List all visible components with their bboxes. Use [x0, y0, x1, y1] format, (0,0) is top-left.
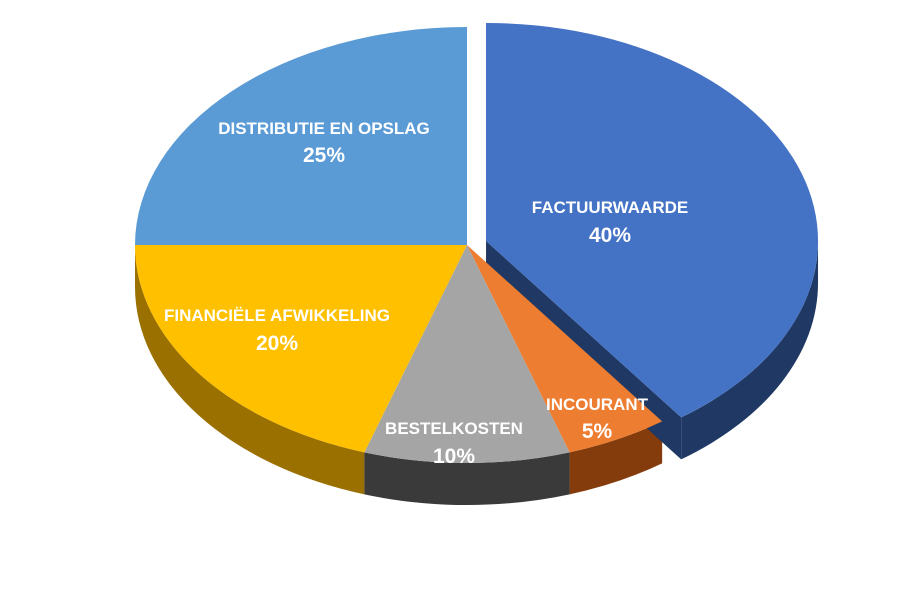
pie-slice-incourant [467, 245, 663, 453]
slice-label-financiele-afwikkeling: FINANCIËLE AFWIKKELING [164, 306, 390, 325]
pie-slice-bestelkosten [364, 245, 570, 463]
slice-value-financiele-afwikkeling: 20% [256, 332, 298, 355]
slice-value-bestelkosten: 10% [433, 445, 475, 468]
slice-label-factuurwaarde: FACTUURWAARDE [532, 198, 688, 217]
pie-labels: FACTUURWAARDE 40% INCOURANT 5% BESTELKOSTEN 1… [164, 119, 688, 468]
slice-label-incourant: INCOURANT [546, 395, 649, 414]
slice-value-incourant: 5% [582, 420, 613, 443]
slice-label-distributie-en-opslag: DISTRIBUTIE EN OPSLAG [218, 119, 430, 138]
pie-side-financiele-afwikkeling [134, 245, 365, 495]
pie-slice-factuurwaarde [486, 22, 819, 418]
slice-label-bestelkosten: BESTELKOSTEN [385, 419, 523, 438]
pie-slice-distributie-en-opslag [135, 27, 467, 245]
pie-slice-financiele-afwikkeling [134, 245, 467, 453]
pie-side-incourant [569, 421, 663, 495]
slice-value-factuurwaarde: 40% [589, 224, 631, 247]
pie-tops [134, 22, 819, 463]
pie-side-bestelkosten [364, 452, 570, 506]
pie-side-factuurwaarde [681, 240, 819, 460]
slice-value-distributie-en-opslag: 25% [303, 144, 345, 167]
